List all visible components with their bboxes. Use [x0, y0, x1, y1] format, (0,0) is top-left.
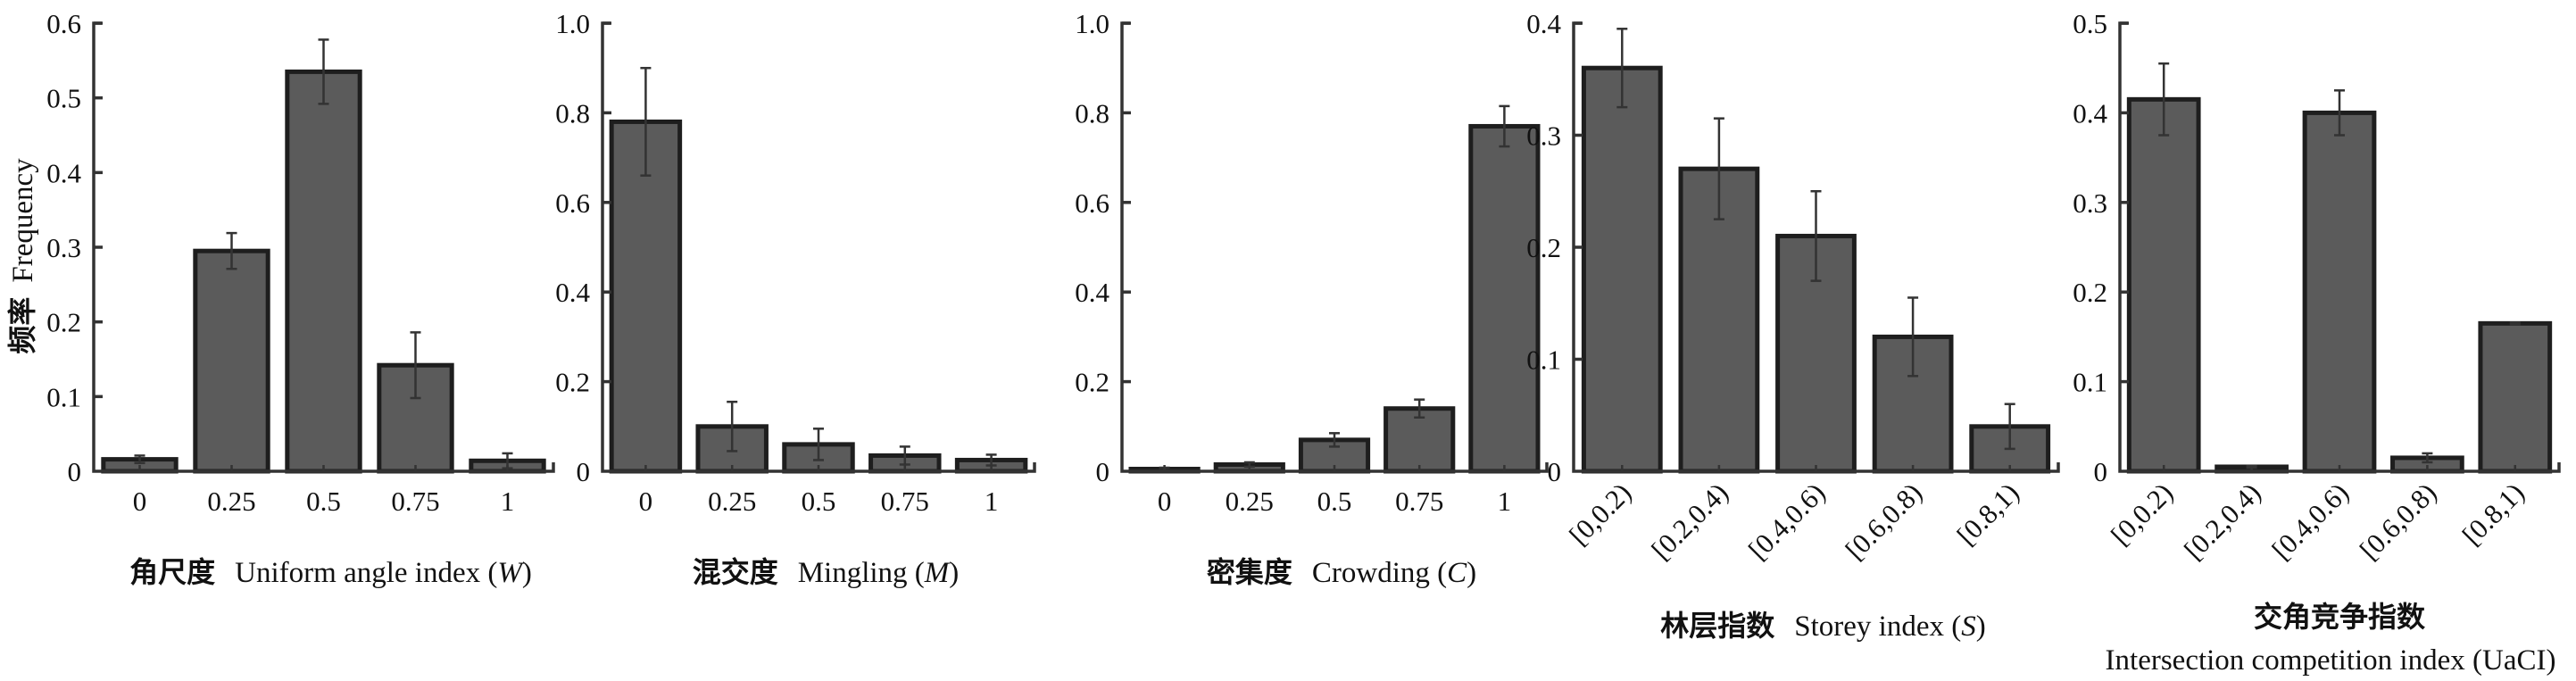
x-tick-label: 0.5: [306, 486, 341, 517]
y-tick-label: 0: [1096, 456, 1110, 487]
y-tick-label: 0.3: [2073, 187, 2107, 219]
y-tick-label: 0.4: [555, 277, 590, 308]
x-tick-label: [0.6,0.8): [1839, 477, 1928, 566]
y-tick-label: 0.2: [1075, 367, 1109, 398]
y-axis-title-en: Frequency: [7, 158, 39, 283]
x-tick-label: 0.25: [1226, 486, 1274, 517]
x-axis-variable: S: [1961, 610, 1976, 643]
x-tick-label: [0,0.2): [1563, 477, 1637, 551]
x-axis-title-cn: 交角竞争指数: [2254, 600, 2426, 634]
y-tick-label: 0.3: [1526, 120, 1561, 152]
chart-panel-1: 0 0.25 0.5 0.75 1 0 0.1 0.2 0.3 0.4 0.5 0.6 角尺度 Unifo…: [5, 8, 555, 589]
x-axis-title-end: ): [949, 557, 959, 589]
x-tick-label: 1: [985, 486, 999, 517]
y-tick-label: 0.2: [46, 307, 81, 338]
x-tick-label: 0: [1158, 486, 1172, 517]
x-tick-label: 0: [639, 486, 653, 517]
x-axis-title-end: ): [522, 557, 532, 589]
bar: [2478, 320, 2553, 474]
x-axis-title-end: ): [1976, 610, 1986, 643]
x-axis-title-cn: 混交度: [693, 555, 778, 589]
x-tick-label: [0.6,0.8): [2354, 477, 2443, 566]
x-axis-title-en: Storey index (: [1794, 610, 1961, 643]
bar: [2302, 110, 2377, 474]
chart-panel-2: 0 0.25 0.5 0.75 1 0 0.2 0.4 0.6 0.8 1.0 混交度 Mingling…: [555, 8, 1036, 589]
x-axis-title-cn: 角尺度: [129, 555, 215, 589]
x-tick-label: [0.4,0.6): [1742, 477, 1832, 566]
x-tick-label: [0.8,1): [2456, 477, 2530, 551]
x-axis-title: Intersection competition index (UaCI): [2106, 644, 2556, 677]
y-tick-label: 0: [577, 456, 591, 487]
y-tick-label: 0.2: [555, 367, 590, 398]
y-tick-label: 0: [1548, 456, 1562, 487]
bar: [285, 69, 362, 474]
x-axis-title-en: Mingling (: [798, 557, 925, 589]
x-tick-label: [0.2,0.4): [1645, 477, 1734, 566]
x-tick-label: 1: [1498, 486, 1512, 517]
x-tick-label: [0.2,0.4): [2178, 477, 2267, 566]
y-tick-label: 0.4: [1526, 8, 1561, 39]
y-tick-label: 0.1: [46, 381, 81, 412]
x-axis-title: 混交度 Mingling (M): [693, 555, 960, 589]
x-tick-label: 0.75: [1395, 486, 1443, 517]
x-tick-label: [0.4,0.6): [2265, 477, 2355, 566]
y-tick-label: 0.6: [1075, 187, 1109, 219]
x-tick-label: 1: [501, 486, 515, 517]
x-tick-label: [0,0.2): [2105, 477, 2179, 551]
x-tick-label: 0.5: [802, 486, 836, 517]
y-tick-label: 0.4: [46, 157, 81, 188]
chart-panel-5: [0,0.2)[0.2,0.4)[0.4,0.6)[0.6,0.8) [0.8,1…: [2073, 8, 2561, 677]
x-tick-label: 0: [133, 486, 147, 517]
x-axis-variable: C: [1447, 557, 1467, 589]
x-axis-title: 密集度 Crowding (C): [1207, 555, 1476, 589]
y-tick-label: 0.4: [1075, 277, 1109, 308]
x-tick-label: 0.5: [1317, 486, 1352, 517]
bar: [2126, 96, 2201, 474]
x-tick-label: [0.8,1): [1950, 477, 2024, 551]
x-axis-title: 林层指数 Storey index (S): [1660, 609, 1985, 643]
y-tick-label: 0.2: [2073, 277, 2107, 308]
y-tick-label: 0.8: [555, 97, 590, 129]
x-axis-title-end: ): [1467, 557, 1476, 589]
y-tick-label: 1.0: [555, 8, 590, 39]
chart-panel-3: 0 0.25 0.5 0.75 1 0 0.2 0.4 0.6 0.8 1.0 密集度 Crowding…: [1075, 8, 1549, 589]
x-axis-title-en: Crowding (: [1312, 557, 1447, 589]
chart-panel-4: [0,0.2) [0.2,0.4) [0.4,0.6) [0.6,0.8) [0.8,1…: [1526, 8, 2060, 643]
x-tick-label: 0.25: [708, 486, 756, 517]
y-tick-label: 0.6: [46, 8, 81, 39]
y-tick-label: 0.3: [46, 232, 81, 263]
y-tick-label: 0.1: [2073, 367, 2107, 398]
y-tick-label: 0.5: [46, 83, 81, 114]
y-axis-title: 频率 Frequency: [5, 158, 39, 354]
x-axis-title-cn: 林层指数: [1660, 609, 1775, 643]
y-tick-label: 0: [2094, 456, 2108, 487]
y-tick-label: 0.5: [2073, 8, 2107, 39]
bar: [193, 248, 270, 474]
y-tick-label: 0.4: [2073, 97, 2107, 129]
x-axis-variable: M: [924, 557, 951, 589]
bar: [1468, 123, 1541, 474]
y-tick-label: 0.6: [555, 187, 590, 219]
x-tick-label: 0.25: [207, 486, 255, 517]
y-axis-title-cn: 频率: [5, 297, 39, 354]
bar: [609, 119, 683, 474]
x-axis-variable: W: [497, 557, 524, 589]
x-axis-title: 角尺度 Uniform angle index (W): [129, 555, 532, 589]
x-tick-label: 0.75: [391, 486, 439, 517]
bar: [1581, 65, 1663, 474]
x-axis-title-en: Uniform angle index (: [235, 557, 497, 589]
y-tick-label: 1.0: [1075, 8, 1109, 39]
y-tick-label: 0.8: [1075, 97, 1109, 129]
x-tick-label: 0.75: [881, 486, 929, 517]
y-tick-label: 0.2: [1526, 232, 1561, 263]
y-tick-label: 0: [68, 456, 82, 487]
x-axis-title-cn: 密集度: [1207, 555, 1292, 589]
y-tick-label: 0.1: [1526, 345, 1561, 376]
